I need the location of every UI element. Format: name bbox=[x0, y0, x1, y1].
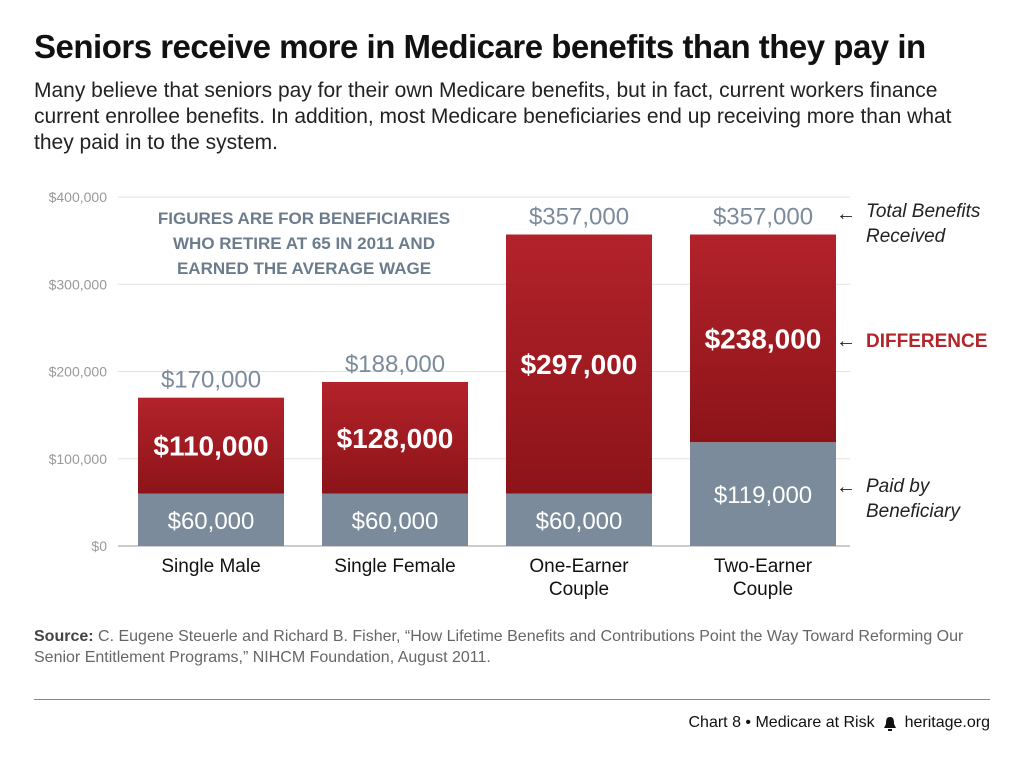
category-label: Couple bbox=[549, 579, 609, 600]
legend-difference: DIFFERENCE bbox=[866, 331, 987, 352]
difference-label: $110,000 bbox=[153, 431, 268, 462]
y-tick-label: $200,000 bbox=[49, 364, 108, 380]
legend-paid: Paid by bbox=[866, 476, 931, 497]
category-label: Single Male bbox=[161, 556, 260, 577]
y-tick-label: $100,000 bbox=[49, 451, 108, 467]
bar-difference bbox=[690, 234, 836, 443]
total-label: $170,000 bbox=[161, 367, 261, 394]
y-tick-label: $0 bbox=[91, 538, 107, 554]
bar-paid bbox=[506, 493, 652, 546]
bar-difference bbox=[138, 397, 284, 494]
source-text: C. Eugene Steuerle and Richard B. Fisher… bbox=[34, 628, 964, 666]
paid-label: $60,000 bbox=[168, 508, 255, 535]
y-tick-label: $300,000 bbox=[49, 276, 108, 292]
bar-paid bbox=[690, 442, 836, 546]
paid-label: $60,000 bbox=[352, 508, 439, 535]
y-tick-label: $400,000 bbox=[49, 189, 108, 205]
paid-label: $60,000 bbox=[536, 508, 623, 535]
bar-paid bbox=[138, 493, 284, 546]
footer-divider bbox=[34, 699, 990, 700]
annotation-line: EARNED THE AVERAGE WAGE bbox=[177, 259, 431, 278]
source-label: Source: bbox=[34, 628, 94, 645]
difference-label: $128,000 bbox=[337, 423, 454, 454]
stacked-bar-chart: $0 $100,000 $200,000 $300,000 $400,000 FIGURE… bbox=[49, 189, 988, 600]
category-label: One-Earner bbox=[529, 556, 629, 577]
footer: Chart 8 • Medicare at Risk heritage.org bbox=[689, 714, 991, 732]
liberty-bell-icon bbox=[883, 716, 896, 731]
bar-paid bbox=[322, 493, 468, 546]
legend-total: Total Benefits bbox=[866, 201, 981, 222]
total-label: $188,000 bbox=[345, 351, 445, 378]
bar-difference bbox=[506, 234, 652, 494]
legend-total: Received bbox=[866, 226, 947, 247]
chart-title: Seniors receive more in Medicare benefit… bbox=[34, 28, 926, 65]
category-label: Couple bbox=[733, 579, 793, 600]
total-label: $357,000 bbox=[529, 204, 629, 231]
arrow-icon: ← bbox=[836, 330, 856, 352]
category-label: Two-Earner bbox=[714, 556, 813, 577]
category-label: Single Female bbox=[334, 556, 455, 577]
bar-difference bbox=[322, 381, 468, 494]
difference-label: $238,000 bbox=[705, 323, 822, 354]
chart-label: Chart 8 • Medicare at Risk bbox=[688, 714, 875, 731]
arrow-icon: ← bbox=[836, 203, 856, 225]
paid-label: $119,000 bbox=[714, 482, 812, 509]
annotation-line: WHO RETIRE AT 65 IN 2011 AND bbox=[173, 234, 435, 253]
source-note: Source: C. Eugene Steuerle and Richard B… bbox=[34, 626, 994, 668]
total-label: $357,000 bbox=[713, 204, 813, 231]
arrow-icon: ← bbox=[836, 476, 856, 498]
difference-label: $297,000 bbox=[521, 349, 638, 380]
annotation-line: FIGURES ARE FOR BENEFICIARIES bbox=[158, 209, 450, 228]
site-link[interactable]: heritage.org bbox=[904, 714, 990, 731]
chart-subtitle: Many believe that seniors pay for their … bbox=[34, 79, 952, 154]
legend-paid: Beneficiary bbox=[866, 501, 961, 522]
